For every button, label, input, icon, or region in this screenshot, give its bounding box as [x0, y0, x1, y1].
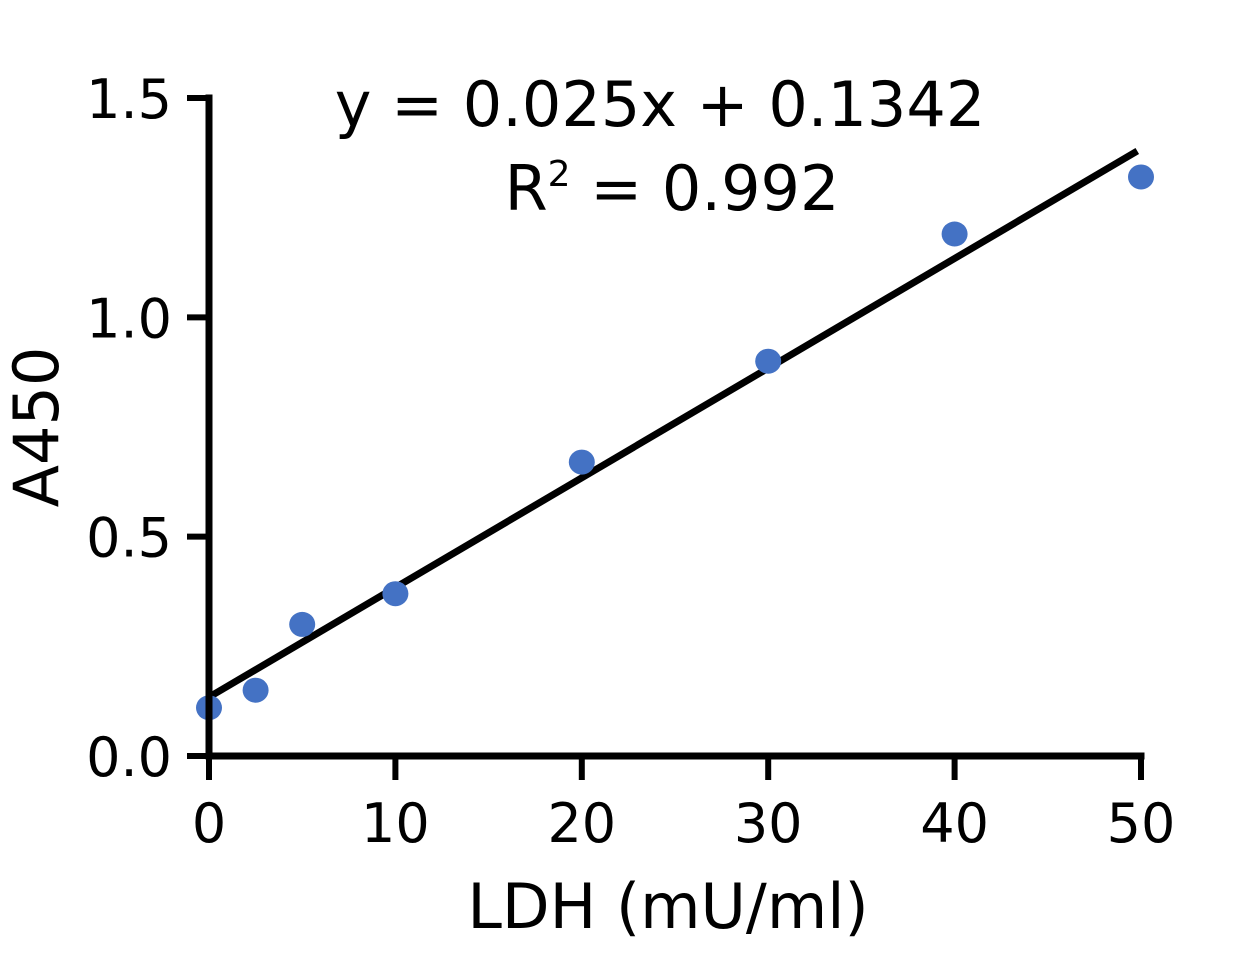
x-tick-label-2: 20: [547, 792, 616, 855]
regression-line: [207, 147, 1140, 701]
r-squared-annotation: R2 = 0.992: [505, 152, 840, 225]
data-points-layer: [196, 164, 1154, 721]
data-point-7: [1128, 164, 1154, 190]
y-tick-label-0: 0.0: [86, 726, 172, 789]
x-axis-title: LDH (mU/ml): [467, 870, 868, 943]
x-tick-label-5: 50: [1107, 792, 1176, 855]
data-point-6: [941, 221, 968, 247]
fit-line-layer: [207, 147, 1140, 701]
x-tick-label-1: 10: [361, 792, 430, 855]
fit-equation: y = 0.025x + 0.1342: [335, 68, 986, 141]
data-point-5: [755, 348, 782, 374]
x-tick-label-0: 0: [192, 792, 226, 855]
y-tick-label-1: 0.5: [86, 507, 172, 570]
ticks-layer: 0 10 20 30 40 50 0.0 0.5 1.0 1.5: [86, 68, 1175, 855]
y-axis-title: A450: [0, 347, 73, 508]
y-tick-label-2: 1.0: [86, 287, 172, 350]
data-point-4: [568, 449, 595, 475]
data-point-3: [382, 581, 409, 607]
y-tick-label-3: 1.5: [86, 68, 172, 131]
data-point-2: [289, 611, 316, 637]
data-point-1: [242, 677, 269, 703]
x-tick-label-3: 30: [734, 792, 803, 855]
x-tick-label-4: 40: [920, 792, 989, 855]
